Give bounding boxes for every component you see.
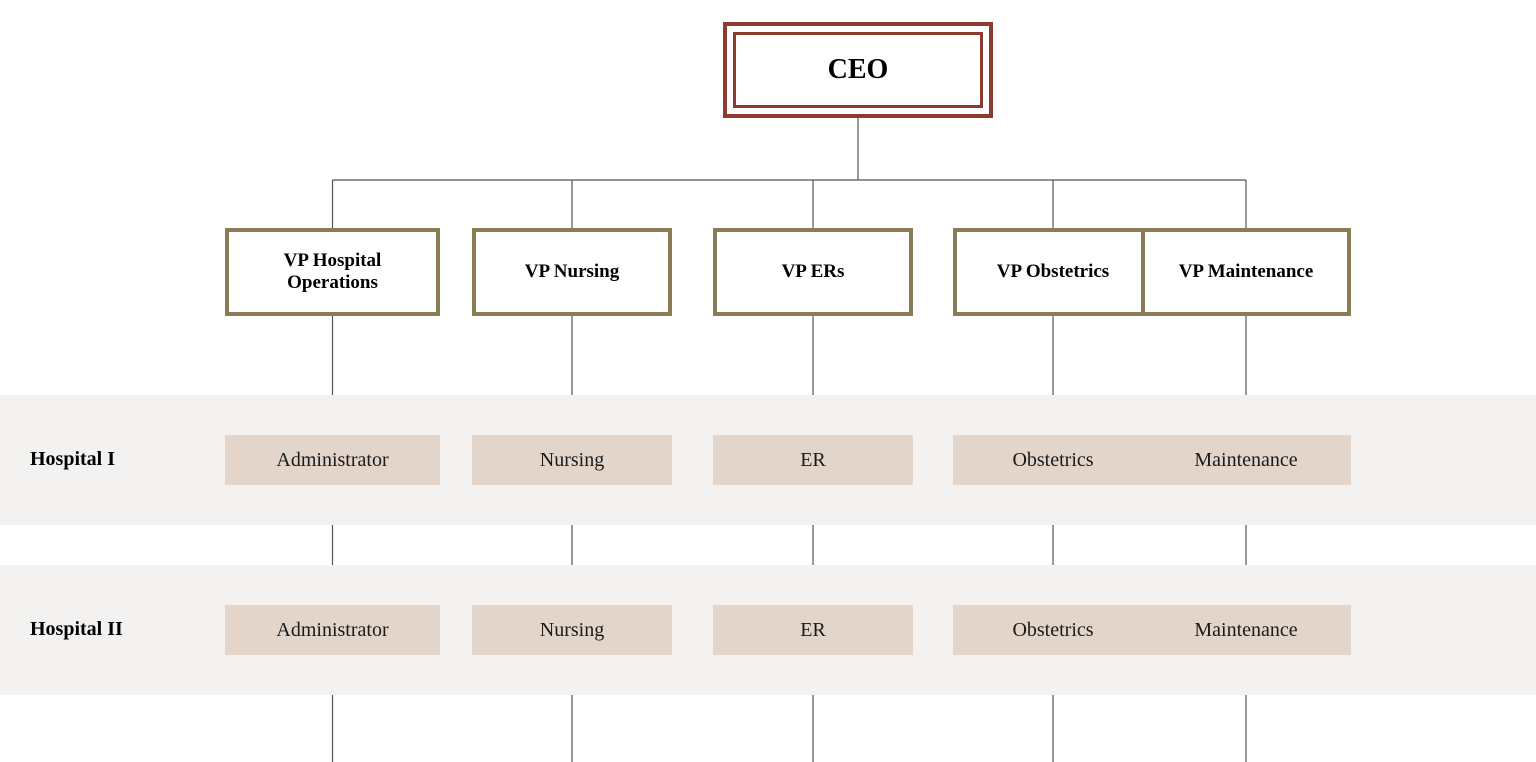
hospital-row-label: Hospital I (30, 448, 115, 471)
vp-node-nurse: VP Nursing (472, 228, 672, 316)
vp-label: VP Nursing (525, 261, 620, 283)
vp-label: VP ERs (782, 261, 845, 283)
vp-label: VP Obstetrics (997, 261, 1109, 283)
hospital-row-label: Hospital II (30, 618, 123, 641)
dept-box: Nursing (472, 435, 672, 485)
dept-label: Administrator (276, 619, 388, 642)
dept-box: Maintenance (1141, 435, 1351, 485)
ceo-node-inner: CEO (733, 32, 983, 108)
vp-node-ops: VP Hospital Operations (225, 228, 440, 316)
dept-label: ER (800, 449, 826, 472)
dept-label: Nursing (540, 619, 604, 642)
dept-label: Obstetrics (1012, 619, 1093, 642)
dept-box: Obstetrics (953, 435, 1153, 485)
dept-label: Maintenance (1194, 449, 1297, 472)
vp-node-maint: VP Maintenance (1141, 228, 1351, 316)
org-chart: CEO VP Hospital Operations VP Nursing VP E… (0, 0, 1536, 762)
ceo-label: CEO (828, 54, 889, 86)
dept-box: Maintenance (1141, 605, 1351, 655)
dept-box: ER (713, 605, 913, 655)
dept-label: Obstetrics (1012, 449, 1093, 472)
dept-box: ER (713, 435, 913, 485)
dept-box: Administrator (225, 435, 440, 485)
dept-label: Administrator (276, 449, 388, 472)
vp-node-ob: VP Obstetrics (953, 228, 1153, 316)
vp-label: VP Hospital Operations (239, 250, 426, 294)
ceo-node: CEO (723, 22, 993, 118)
dept-label: ER (800, 619, 826, 642)
vp-node-er: VP ERs (713, 228, 913, 316)
dept-label: Maintenance (1194, 619, 1297, 642)
dept-box: Obstetrics (953, 605, 1153, 655)
dept-label: Nursing (540, 449, 604, 472)
dept-box: Nursing (472, 605, 672, 655)
dept-box: Administrator (225, 605, 440, 655)
vp-label: VP Maintenance (1179, 261, 1314, 283)
